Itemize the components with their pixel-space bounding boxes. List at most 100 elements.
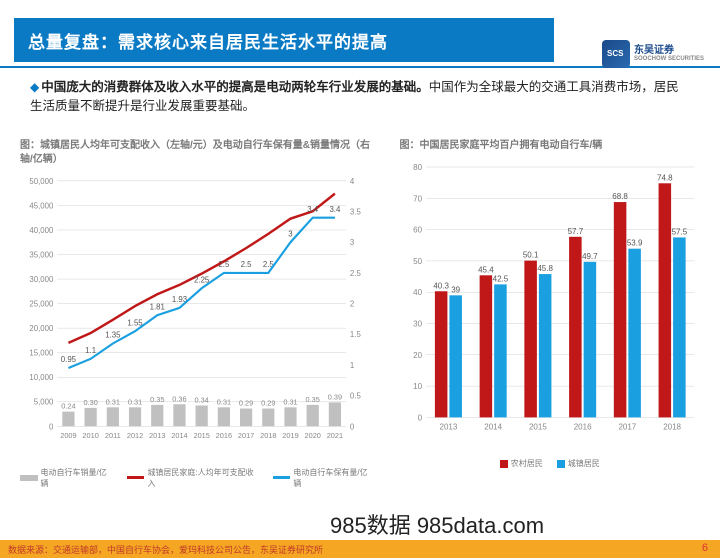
svg-text:20: 20 xyxy=(413,351,422,360)
svg-text:53.9: 53.9 xyxy=(626,238,642,247)
svg-text:2014: 2014 xyxy=(484,422,502,431)
logo-text: 东吴证券 SOOCHOW SECURITIES xyxy=(634,45,704,63)
svg-text:0.31: 0.31 xyxy=(217,397,231,406)
svg-text:80: 80 xyxy=(413,163,422,172)
svg-text:0.30: 0.30 xyxy=(83,398,97,407)
svg-text:40: 40 xyxy=(413,288,422,297)
svg-text:45,000: 45,000 xyxy=(29,201,54,210)
svg-text:10,000: 10,000 xyxy=(29,373,54,382)
svg-text:5,000: 5,000 xyxy=(34,397,54,406)
svg-text:2010: 2010 xyxy=(82,431,98,440)
svg-text:40,000: 40,000 xyxy=(29,226,54,235)
title-bar: 总量复盘：需求核心来自居民生活水平的提高 xyxy=(14,18,554,62)
svg-text:2014: 2014 xyxy=(171,431,187,440)
svg-text:1: 1 xyxy=(350,361,354,370)
svg-text:1.1: 1.1 xyxy=(85,346,96,355)
right-chart-title: 图：中国居民家庭平均百户拥有电动自行车/辆 xyxy=(400,139,700,153)
body-text: ◆中国庞大的消费群体及收入水平的提高是电动两轮车行业发展的基础。中国作为全球最大… xyxy=(0,68,720,119)
svg-text:2019: 2019 xyxy=(282,431,298,440)
left-legend: 电动自行车销量/亿辆 城镇居民家庭:人均年可支配收入 电动自行车保有量/亿辆 xyxy=(20,467,374,489)
svg-text:15,000: 15,000 xyxy=(29,348,54,357)
svg-text:2018: 2018 xyxy=(663,422,681,431)
svg-text:0.24: 0.24 xyxy=(61,401,75,410)
svg-text:2015: 2015 xyxy=(529,422,547,431)
svg-text:3.5: 3.5 xyxy=(350,207,362,216)
svg-text:0.31: 0.31 xyxy=(128,397,142,406)
svg-text:30: 30 xyxy=(413,319,422,328)
right-legend: 农村居民 城镇居民 xyxy=(400,458,700,469)
watermark: 985数据 985data.com xyxy=(330,508,544,540)
svg-text:3: 3 xyxy=(350,238,355,247)
svg-text:0.31: 0.31 xyxy=(283,397,297,406)
svg-text:0.29: 0.29 xyxy=(239,398,253,407)
svg-text:60: 60 xyxy=(413,225,422,234)
svg-text:70: 70 xyxy=(413,194,422,203)
svg-text:35,000: 35,000 xyxy=(29,250,54,259)
svg-text:2.5: 2.5 xyxy=(218,260,230,269)
logo-icon xyxy=(602,40,630,68)
svg-text:1.81: 1.81 xyxy=(150,302,165,311)
svg-text:0: 0 xyxy=(417,413,422,422)
footer: 数据来源：交通运输部，中国自行车协会，爱玛科技公司公告，东吴证券研究所 xyxy=(0,540,720,558)
svg-text:20,000: 20,000 xyxy=(29,324,54,333)
right-chart: 图：中国居民家庭平均百户拥有电动自行车/辆 0 10 20 30 40 50 60 70 80 4… xyxy=(400,139,700,489)
svg-text:0.95: 0.95 xyxy=(61,355,77,364)
left-chart-svg: 0 5,000 10,000 15,000 20,000 25,000 30,000 35,0… xyxy=(20,173,374,458)
svg-text:3.4: 3.4 xyxy=(307,205,319,214)
svg-text:0: 0 xyxy=(49,422,54,431)
svg-text:2013: 2013 xyxy=(439,422,457,431)
svg-text:2: 2 xyxy=(350,299,354,308)
page-title: 总量复盘：需求核心来自居民生活水平的提高 xyxy=(28,28,388,53)
svg-text:42.5: 42.5 xyxy=(492,274,508,283)
svg-text:2.5: 2.5 xyxy=(241,260,253,269)
right-chart-svg: 0 10 20 30 40 50 60 70 80 40.339 2013 45.442.5 2014 5… xyxy=(400,159,700,449)
svg-text:0: 0 xyxy=(350,422,355,431)
left-chart: 图：城镇居民人均年可支配收入（左轴/元）及电动自行车保有量&销量情况（右轴/亿辆… xyxy=(20,139,374,489)
svg-text:50,000: 50,000 xyxy=(29,177,54,186)
charts-row: 图：城镇居民人均年可支配收入（左轴/元）及电动自行车保有量&销量情况（右轴/亿辆… xyxy=(0,119,720,489)
svg-text:30,000: 30,000 xyxy=(29,275,54,284)
svg-text:2018: 2018 xyxy=(260,431,276,440)
svg-text:2016: 2016 xyxy=(216,431,232,440)
svg-text:0.5: 0.5 xyxy=(350,391,362,400)
svg-text:10: 10 xyxy=(413,382,422,391)
svg-text:68.8: 68.8 xyxy=(612,192,628,201)
svg-text:3.4: 3.4 xyxy=(329,205,341,214)
svg-text:0.34: 0.34 xyxy=(195,395,209,404)
svg-text:2021: 2021 xyxy=(327,431,343,440)
svg-text:2013: 2013 xyxy=(149,431,165,440)
left-chart-title: 图：城镇居民人均年可支配收入（左轴/元）及电动自行车保有量&销量情况（右轴/亿辆… xyxy=(20,139,374,167)
svg-text:1.35: 1.35 xyxy=(105,330,121,339)
svg-text:3: 3 xyxy=(288,229,293,238)
svg-text:74.8: 74.8 xyxy=(657,173,673,182)
svg-text:2017: 2017 xyxy=(238,431,254,440)
svg-text:2.5: 2.5 xyxy=(350,269,362,278)
svg-text:49.7: 49.7 xyxy=(582,252,598,261)
svg-text:2017: 2017 xyxy=(618,422,636,431)
svg-text:2020: 2020 xyxy=(305,431,321,440)
svg-text:2016: 2016 xyxy=(573,422,591,431)
svg-text:45.4: 45.4 xyxy=(478,265,494,274)
svg-text:57.7: 57.7 xyxy=(567,227,583,236)
svg-text:25,000: 25,000 xyxy=(29,299,54,308)
svg-text:2011: 2011 xyxy=(105,431,121,440)
svg-text:2012: 2012 xyxy=(127,431,143,440)
svg-text:0.31: 0.31 xyxy=(106,397,120,406)
logo: 东吴证券 SOOCHOW SECURITIES xyxy=(602,40,704,68)
bullet-diamond: ◆ xyxy=(30,80,39,94)
svg-text:39: 39 xyxy=(451,285,460,294)
svg-text:0.39: 0.39 xyxy=(328,392,342,401)
svg-text:0.35: 0.35 xyxy=(306,395,320,404)
svg-text:0.36: 0.36 xyxy=(172,394,186,403)
page-number: 6 xyxy=(702,542,708,554)
svg-text:50.1: 50.1 xyxy=(522,250,538,259)
svg-text:40.3: 40.3 xyxy=(433,281,449,290)
svg-text:2015: 2015 xyxy=(193,431,209,440)
svg-text:2009: 2009 xyxy=(60,431,76,440)
svg-text:50: 50 xyxy=(413,257,422,266)
svg-text:57.5: 57.5 xyxy=(671,227,687,236)
svg-text:0.35: 0.35 xyxy=(150,395,164,404)
svg-text:45.8: 45.8 xyxy=(537,264,553,273)
svg-text:4: 4 xyxy=(350,177,355,186)
svg-text:1.5: 1.5 xyxy=(350,330,362,339)
